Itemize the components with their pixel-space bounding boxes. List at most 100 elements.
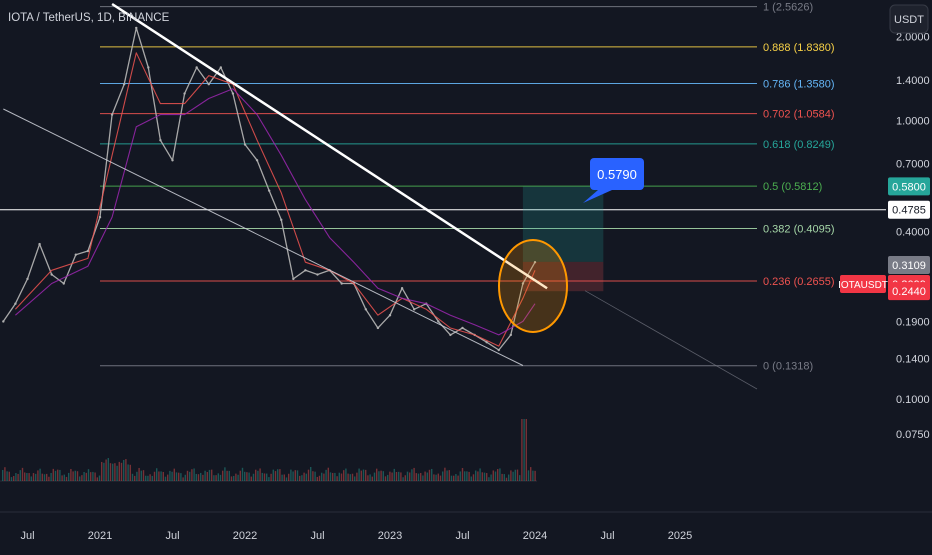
breakout-highlight[interactable] [498, 239, 568, 333]
series-line-2 [15, 88, 536, 336]
target-callout-group[interactable]: 0.5790 [583, 158, 644, 203]
volume-bar [336, 476, 338, 481]
volume-bar [402, 477, 404, 481]
volume-bar [6, 471, 8, 481]
price-tick-label: 0.7000 [896, 159, 930, 171]
series-point [255, 159, 259, 162]
volume-bar [72, 471, 74, 481]
volume-bar [373, 472, 376, 481]
series-point [449, 333, 452, 337]
volume-bar [46, 473, 48, 481]
volume-bar [316, 476, 318, 481]
volume-bar [391, 472, 393, 481]
volume-bar [446, 470, 448, 481]
volume-bar [59, 469, 61, 481]
volume-bar [477, 471, 479, 481]
volume-bar [400, 472, 402, 481]
volume-bar [464, 471, 466, 481]
currency-button[interactable]: USDT [889, 4, 929, 34]
time-axis[interactable]: Jul 2021 Jul 2022 Jul 2023 Jul 2024 Jul 2025 [0, 511, 932, 542]
volume-bar [266, 473, 268, 481]
breakout-ellipse[interactable] [498, 239, 568, 333]
series-line-1 [14, 52, 536, 347]
volume-bar [481, 472, 483, 481]
fib-level-label-0_5: 0.5 (0.5812) [763, 181, 822, 193]
series-point [98, 215, 102, 219]
volume-bar [178, 472, 180, 481]
volume-bar [442, 471, 444, 481]
volume-bar [239, 470, 241, 481]
series-point [533, 261, 537, 264]
series-point [292, 277, 295, 281]
volume-bar [162, 471, 164, 481]
trendline-descending-resistance[interactable] [111, 2, 548, 290]
fib-level-label-0_702: 0.702 (1.0584) [763, 109, 835, 121]
stop-tag-bg [888, 282, 930, 301]
volume-bar [32, 473, 35, 481]
volume-bar [424, 471, 426, 481]
volume-bar [116, 465, 118, 481]
volume-bar [81, 475, 83, 481]
volume-bar [222, 470, 224, 481]
volume-bar [70, 468, 72, 481]
series-point [485, 341, 488, 344]
trendlines[interactable] [3, 2, 758, 390]
time-tick-label: Jul [310, 530, 324, 542]
volume-bar [35, 473, 37, 481]
series-point [147, 66, 150, 69]
target-callout-box[interactable] [590, 158, 644, 190]
volume-bar [483, 472, 486, 481]
volume-bar [283, 474, 285, 481]
volume-bar [369, 474, 371, 481]
volume-bar [255, 469, 257, 481]
volume-bar [114, 463, 116, 481]
volume-bar [497, 469, 499, 481]
fibonacci-retracement[interactable]: 1 (2.5626) 0.888 (1.8380) 0.786 (1.3580) 0.… [0, 2, 886, 373]
volume-bar [461, 467, 464, 481]
volume-bar [327, 467, 329, 481]
volume-bar [189, 471, 191, 481]
volume-bar [191, 469, 193, 481]
volume-bar [420, 472, 422, 481]
volume-bar [501, 473, 503, 481]
series-point [219, 66, 223, 69]
series-point [74, 253, 78, 256]
volume-bar [455, 474, 457, 481]
volume-bar [466, 471, 468, 481]
volume-bar [365, 469, 367, 481]
trendline-extension[interactable] [584, 290, 758, 390]
volume-bar [39, 468, 41, 481]
volume-bar [534, 470, 536, 481]
volume-bar [180, 473, 182, 481]
volume-bar [270, 473, 272, 481]
volume-bar [274, 471, 277, 481]
volume-bar [107, 458, 109, 481]
volume-bar [10, 477, 13, 481]
volume-bar [325, 469, 327, 481]
volume-bar [417, 473, 420, 481]
volume-bar [318, 475, 321, 481]
volume-bar [380, 470, 382, 481]
volume-bar [101, 461, 103, 481]
trendline-descending-channel-lower[interactable] [3, 108, 524, 366]
volume-bar [404, 475, 406, 481]
volume-bar [54, 470, 57, 481]
fib-level-label-1: 1 (2.5626) [763, 2, 813, 14]
volume-bar [303, 472, 305, 481]
target-tag: 0.5800 [888, 177, 930, 196]
volume-bar [149, 474, 151, 481]
volume-bar [470, 476, 472, 481]
volume-bar [96, 477, 98, 481]
volume-bar [125, 459, 127, 481]
price-axis[interactable]: 2.00001.40001.00000.70000.50000.40000.19… [896, 32, 930, 441]
volume-bar [208, 469, 211, 481]
volume-bar [17, 473, 19, 481]
volume-bar [329, 472, 332, 481]
chart-header: IOTA / TetherUS, 1D, BINANCE [8, 12, 170, 24]
symbol-tag-text: IOTAUSDT [838, 280, 888, 291]
series-point [50, 273, 53, 276]
volume-bar [512, 471, 514, 481]
